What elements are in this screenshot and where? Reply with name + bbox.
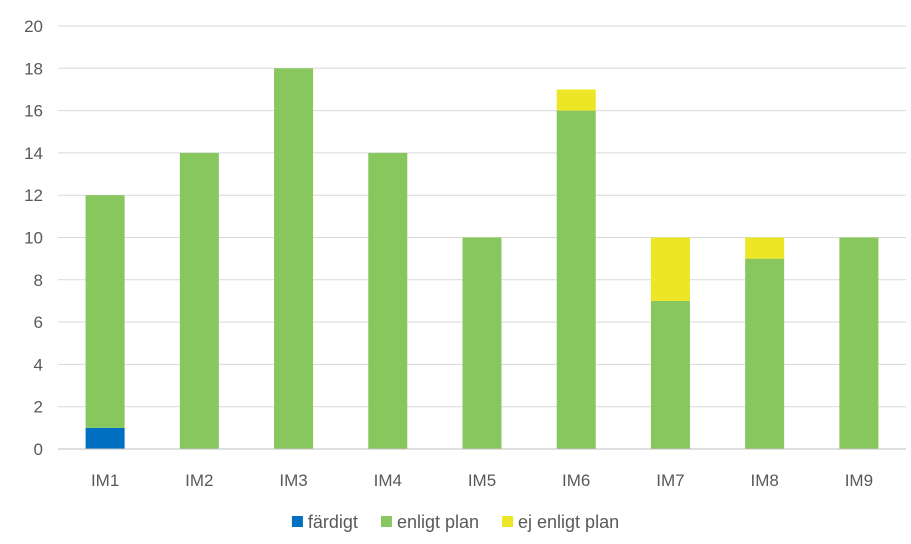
y-tick-label-18: 18 — [24, 59, 43, 78]
x-tick-label-im9: IM9 — [845, 471, 873, 490]
bar-im5-series-1 — [462, 237, 502, 449]
legend-label-2: ej enligt plan — [518, 512, 619, 532]
y-axis-tick-labels: 0 2 4 6 8 10 12 14 16 18 20 — [24, 17, 43, 459]
x-tick-label-im4: IM4 — [374, 471, 402, 490]
bar-im7-series-2 — [650, 237, 690, 301]
y-tick-label-8: 8 — [34, 271, 43, 290]
x-tick-label-im1: IM1 — [91, 471, 119, 490]
legend-label-0: färdigt — [308, 512, 358, 532]
y-tick-label-10: 10 — [24, 229, 43, 248]
y-tick-label-14: 14 — [24, 144, 43, 163]
legend: färdigt enligt plan ej enligt plan — [291, 512, 619, 532]
x-tick-label-im7: IM7 — [656, 471, 684, 490]
legend-swatch-2 — [502, 516, 514, 527]
x-axis-tick-labels: IM1 IM2 IM3 IM4 IM5 IM6 IM7 IM8 IM9 — [91, 471, 873, 490]
bar-im8-series-2 — [745, 237, 785, 259]
bar-im1-series-0 — [85, 427, 125, 449]
y-tick-label-2: 2 — [34, 398, 43, 417]
y-tick-label-12: 12 — [24, 186, 43, 205]
bar-im6-series-1 — [556, 110, 596, 449]
bar-im6-series-2 — [556, 89, 596, 111]
legend-label-1: enligt plan — [397, 512, 479, 532]
bar-im9-series-1 — [839, 237, 879, 449]
y-tick-label-6: 6 — [34, 313, 43, 332]
x-tick-label-im8: IM8 — [750, 471, 778, 490]
bar-im7-series-1 — [650, 300, 690, 449]
x-tick-label-im2: IM2 — [185, 471, 213, 490]
bar-im8-series-1 — [745, 258, 785, 449]
x-tick-label-im5: IM5 — [468, 471, 496, 490]
legend-swatch-0 — [291, 516, 303, 527]
bars — [85, 68, 879, 450]
y-tick-label-16: 16 — [24, 102, 43, 121]
x-tick-label-im6: IM6 — [562, 471, 590, 490]
y-tick-label-4: 4 — [34, 355, 43, 374]
bar-im1-series-1 — [85, 195, 125, 428]
x-tick-label-im3: IM3 — [279, 471, 307, 490]
y-tick-label-20: 20 — [24, 17, 43, 36]
bar-im2-series-1 — [179, 152, 219, 449]
bar-im3-series-1 — [274, 68, 314, 450]
bar-im4-series-1 — [368, 152, 408, 449]
y-tick-label-0: 0 — [34, 440, 43, 459]
legend-swatch-1 — [380, 516, 392, 527]
